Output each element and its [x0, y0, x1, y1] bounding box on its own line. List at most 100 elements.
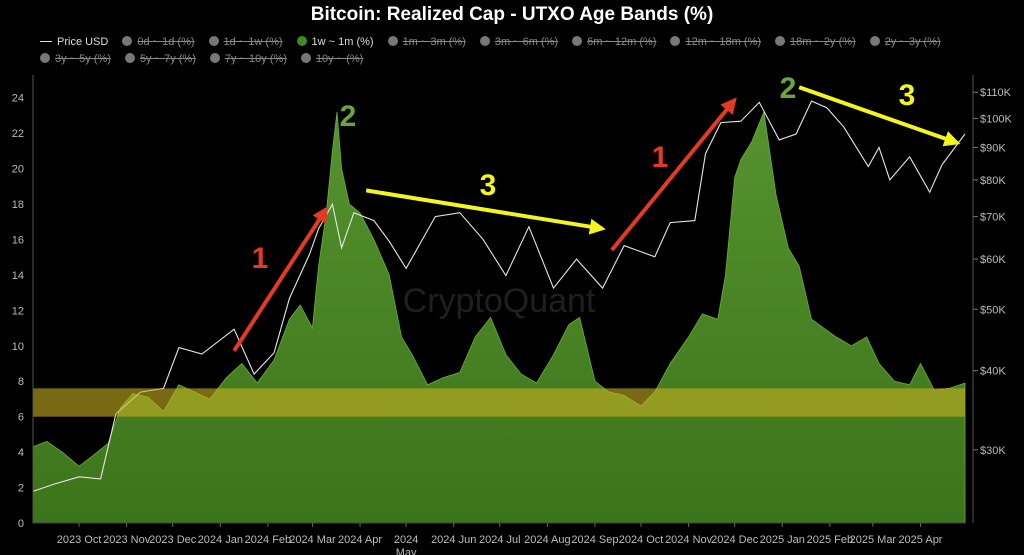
legend-item[interactable]: 7y ~ 10y (%)	[209, 51, 287, 68]
legend-dot-icon	[122, 36, 133, 46]
x-tick-label: 2024 Mar	[289, 534, 336, 546]
legend-dot-icon	[774, 36, 785, 46]
y-left-tick-label: 14	[12, 270, 24, 282]
legend-item[interactable]: 3m ~ 6m (%)	[479, 34, 559, 51]
y-right-tick-label: $80K	[980, 175, 1006, 187]
x-tick-label: 2025 Mar	[850, 534, 897, 546]
legend-dot-icon	[479, 36, 490, 46]
x-tick-label: 2024 Jul	[479, 534, 521, 546]
legend-label: Price USD	[57, 36, 109, 48]
chart-title: Bitcoin: Realized Cap - UTXO Age Bands (…	[310, 4, 714, 25]
y-left-tick-label: 16	[12, 234, 24, 246]
x-tick-label: 2025 Jan	[760, 534, 805, 546]
watermark: CryptoQuant	[403, 282, 596, 320]
legend-item[interactable]: 5y ~ 7y (%)	[124, 51, 196, 68]
legend-label: 2y ~ 3y (%)	[884, 36, 941, 48]
x-tick-label: 2024 May	[394, 534, 418, 555]
phase-label: 1	[652, 141, 669, 174]
trend-arrow	[798, 85, 961, 147]
y-right-tick-label: $90K	[980, 142, 1006, 154]
legend-dot-icon	[869, 36, 880, 46]
x-tick-label: 2024 Oct	[619, 534, 664, 546]
y-left-tick-label: 0	[18, 518, 24, 530]
trend-arrow	[610, 97, 737, 252]
legend-label: 12m ~ 18m (%)	[685, 36, 761, 48]
y-right-tick-label: $110K	[980, 87, 1012, 99]
legend-label: 6m ~ 12m (%)	[587, 36, 657, 48]
y-right-tick-label: $100K	[980, 113, 1012, 125]
legend-dot-icon	[670, 36, 681, 46]
x-tick-label: 2024 Apr	[338, 534, 382, 546]
x-tick-label: 2024 Sep	[571, 534, 618, 546]
legend-item[interactable]: 2y ~ 3y (%)	[869, 34, 941, 51]
legend-dot-icon	[208, 36, 219, 46]
x-tick-label: 2024 Dec	[711, 534, 759, 546]
legend-item[interactable]: 1m ~ 3m (%)	[387, 34, 466, 51]
legend-label: 0d ~ 1d (%)	[137, 36, 195, 48]
y-right-tick-label: $40K	[980, 366, 1006, 378]
legend-label: 7y ~ 10y (%)	[224, 53, 287, 65]
phase-label: 3	[480, 169, 497, 202]
x-tick-label: 2024 Feb	[245, 534, 291, 546]
legend: Price USD 0d ~ 1d (%) 1d ~ 1w (%) 1w ~ 1m (…	[40, 34, 1000, 68]
y-right-tick-label: $50K	[980, 304, 1006, 316]
x-tick-label: 2023 Nov	[103, 534, 151, 546]
legend-item[interactable]: 1d ~ 1w (%)	[208, 34, 283, 51]
legend-item[interactable]: Price USD	[40, 34, 108, 51]
legend-item[interactable]: 18m ~ 2y (%)	[774, 34, 856, 51]
legend-item[interactable]: 1w ~ 1m (%)	[296, 34, 374, 51]
legend-dot-icon	[572, 36, 583, 46]
price-line	[32, 100, 966, 492]
legend-label: 1w ~ 1m (%)	[311, 36, 374, 48]
y-left-tick-label: 18	[12, 199, 24, 211]
y-right-tick-label: $60K	[980, 254, 1006, 266]
y-right-tick-label: $30K	[980, 445, 1006, 457]
x-tick-label: 2024 Aug	[524, 534, 571, 546]
legend-dot-icon	[300, 53, 311, 63]
x-tick-label: 2023 Oct	[57, 534, 102, 546]
legend-item[interactable]: 0d ~ 1d (%)	[122, 34, 195, 51]
legend-label: 3y ~ 5y (%)	[55, 53, 111, 65]
y-left-tick-label: 24	[12, 93, 24, 105]
legend-item[interactable]: 10y ~ (%)	[300, 51, 364, 68]
y-left-tick-label: 2	[18, 483, 24, 495]
x-tick-label: 2025 Apr	[898, 534, 942, 546]
x-tick-label: 2024 Nov	[665, 534, 713, 546]
trend-arrow	[232, 206, 329, 352]
phase-label: 1	[252, 242, 269, 275]
legend-item[interactable]: 12m ~ 18m (%)	[670, 34, 761, 51]
y-left-tick-label: 10	[12, 341, 24, 353]
y-left-tick-label: 20	[12, 164, 24, 176]
y-right-tick-label: $70K	[980, 212, 1006, 224]
highlight-band	[33, 388, 965, 417]
legend-item[interactable]: 3y ~ 5y (%)	[40, 51, 111, 68]
phase-label: 3	[899, 79, 916, 112]
y-left-tick-label: 22	[12, 128, 24, 140]
legend-label: 1d ~ 1w (%)	[223, 36, 283, 48]
phase-label: 2	[780, 72, 797, 105]
legend-label: 3m ~ 6m (%)	[494, 36, 559, 48]
legend-label: 18m ~ 2y (%)	[789, 36, 856, 48]
y-left-tick-label: 4	[18, 447, 24, 459]
legend-dot-icon	[209, 53, 220, 63]
trend-arrow	[365, 188, 606, 235]
legend-dot-icon	[124, 53, 135, 63]
legend-dot-icon	[296, 36, 307, 46]
phase-label: 2	[340, 100, 357, 133]
x-tick-label: 2024 Jun	[431, 534, 476, 546]
legend-dot-icon	[387, 36, 398, 46]
x-tick-label: 2023 Dec	[149, 534, 197, 546]
legend-label: 10y ~ (%)	[315, 53, 364, 65]
legend-item[interactable]: 6m ~ 12m (%)	[572, 34, 656, 51]
x-tick-label: 2024 Jan	[198, 534, 243, 546]
y-left-tick-label: 12	[12, 305, 24, 317]
y-left-tick-label: 6	[18, 412, 24, 424]
legend-label: 5y ~ 7y (%)	[139, 53, 196, 65]
y-left-tick-label: 8	[18, 376, 24, 388]
x-tick-label: 2025 Feb	[807, 534, 853, 546]
legend-line-icon	[40, 41, 52, 42]
legend-dot-icon	[40, 53, 50, 63]
legend-label: 1m ~ 3m (%)	[402, 36, 466, 48]
